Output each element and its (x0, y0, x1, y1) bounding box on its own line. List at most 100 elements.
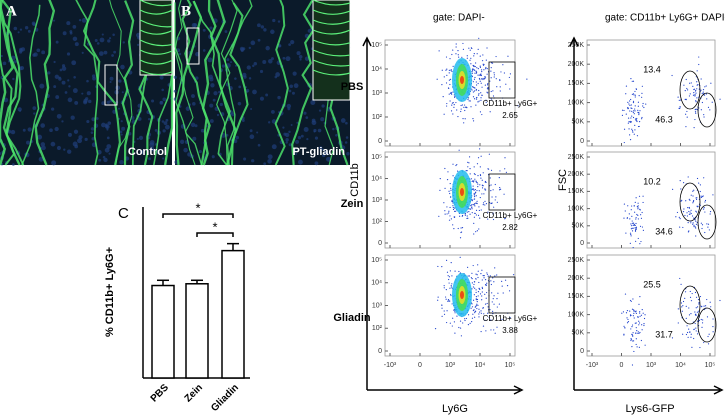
event-dot (469, 173, 471, 175)
nucleus (85, 97, 89, 101)
event-dot (698, 302, 700, 304)
nucleus (83, 100, 88, 105)
event-dot (627, 117, 630, 119)
event-dot (709, 109, 711, 111)
event-dot (504, 279, 507, 281)
nucleus (107, 39, 111, 43)
event-dot (434, 328, 437, 330)
nucleus (332, 127, 335, 131)
event-dot (484, 180, 487, 183)
event-dot (446, 206, 448, 208)
nucleus (99, 37, 105, 43)
event-dot (507, 55, 509, 57)
event-dot (631, 222, 633, 224)
nucleus (107, 121, 112, 125)
event-dot (493, 76, 495, 78)
event-dot (468, 100, 470, 102)
nucleus (289, 84, 294, 88)
event-dot (679, 226, 681, 228)
event-dot (623, 333, 625, 335)
event-dot (473, 281, 476, 283)
event-dot (473, 195, 476, 198)
nucleus (271, 57, 274, 61)
event-dot (451, 104, 453, 106)
event-dot (484, 303, 487, 305)
event-dot (453, 228, 455, 230)
nucleus (237, 101, 242, 106)
event-dot (503, 72, 505, 74)
nucleus (202, 49, 206, 52)
event-dot (690, 222, 692, 224)
event-dot (635, 312, 637, 314)
event-dot (719, 299, 721, 302)
event-dot (635, 240, 637, 242)
event-dot (637, 218, 639, 220)
event-dot (475, 97, 478, 99)
event-dot (685, 126, 687, 128)
event-dot (449, 78, 452, 80)
panel-letter: C (118, 205, 129, 222)
nucleus (90, 131, 94, 134)
nucleus (67, 79, 70, 82)
nucleus (159, 75, 164, 80)
event-dot (484, 188, 486, 190)
nucleus (61, 64, 66, 68)
event-dot (630, 223, 632, 225)
event-dot (629, 134, 631, 136)
y-tick-label: 10⁵ (371, 154, 382, 161)
event-dot (696, 81, 698, 83)
event-dot (690, 194, 692, 196)
event-dot (491, 301, 493, 303)
nucleus (321, 148, 325, 151)
nucleus (300, 134, 304, 138)
event-dot (471, 321, 473, 323)
event-dot (476, 67, 478, 69)
event-dot (483, 313, 485, 315)
x-tick-label: 0 (620, 362, 624, 369)
event-dot (486, 302, 488, 305)
event-dot (472, 299, 475, 301)
event-dot (626, 217, 628, 219)
nucleus (319, 146, 323, 150)
event-dot (450, 262, 452, 264)
event-dot (445, 82, 448, 84)
event-dot (486, 273, 489, 275)
event-dot (695, 108, 697, 110)
event-dot (638, 121, 641, 123)
event-dot (630, 228, 632, 230)
nucleus (17, 31, 20, 34)
nucleus (8, 60, 11, 63)
y-tick-label: 10³ (372, 197, 383, 204)
event-dot (629, 242, 631, 244)
event-dot (469, 49, 471, 51)
event-dot (492, 90, 494, 92)
event-dot (633, 350, 635, 353)
event-dot (490, 329, 492, 331)
event-dot (473, 65, 475, 68)
event-dot (623, 217, 625, 219)
event-dot (482, 204, 484, 206)
event-dot (479, 65, 481, 67)
event-dot (470, 178, 473, 180)
inset-edge (139, 59, 173, 65)
nucleus (117, 107, 121, 110)
event-dot (496, 86, 498, 88)
plot-frame (586, 151, 716, 249)
event-dot (469, 100, 471, 102)
event-dot (677, 322, 679, 324)
event-dot (488, 153, 490, 155)
nucleus (19, 28, 23, 31)
event-dot (633, 113, 635, 115)
event-dot (444, 213, 446, 215)
event-dot (707, 223, 710, 225)
event-dot (694, 291, 697, 294)
event-dot (452, 224, 454, 226)
nucleus (55, 95, 60, 100)
y-axis-label: % CD11b+ Ly6G+ (104, 247, 116, 337)
event-dot (452, 65, 454, 67)
event-dot (495, 196, 497, 198)
event-dot (685, 333, 688, 336)
event-dot (680, 302, 683, 304)
gate-value: 34.6 (655, 226, 673, 236)
event-dot (475, 310, 477, 312)
